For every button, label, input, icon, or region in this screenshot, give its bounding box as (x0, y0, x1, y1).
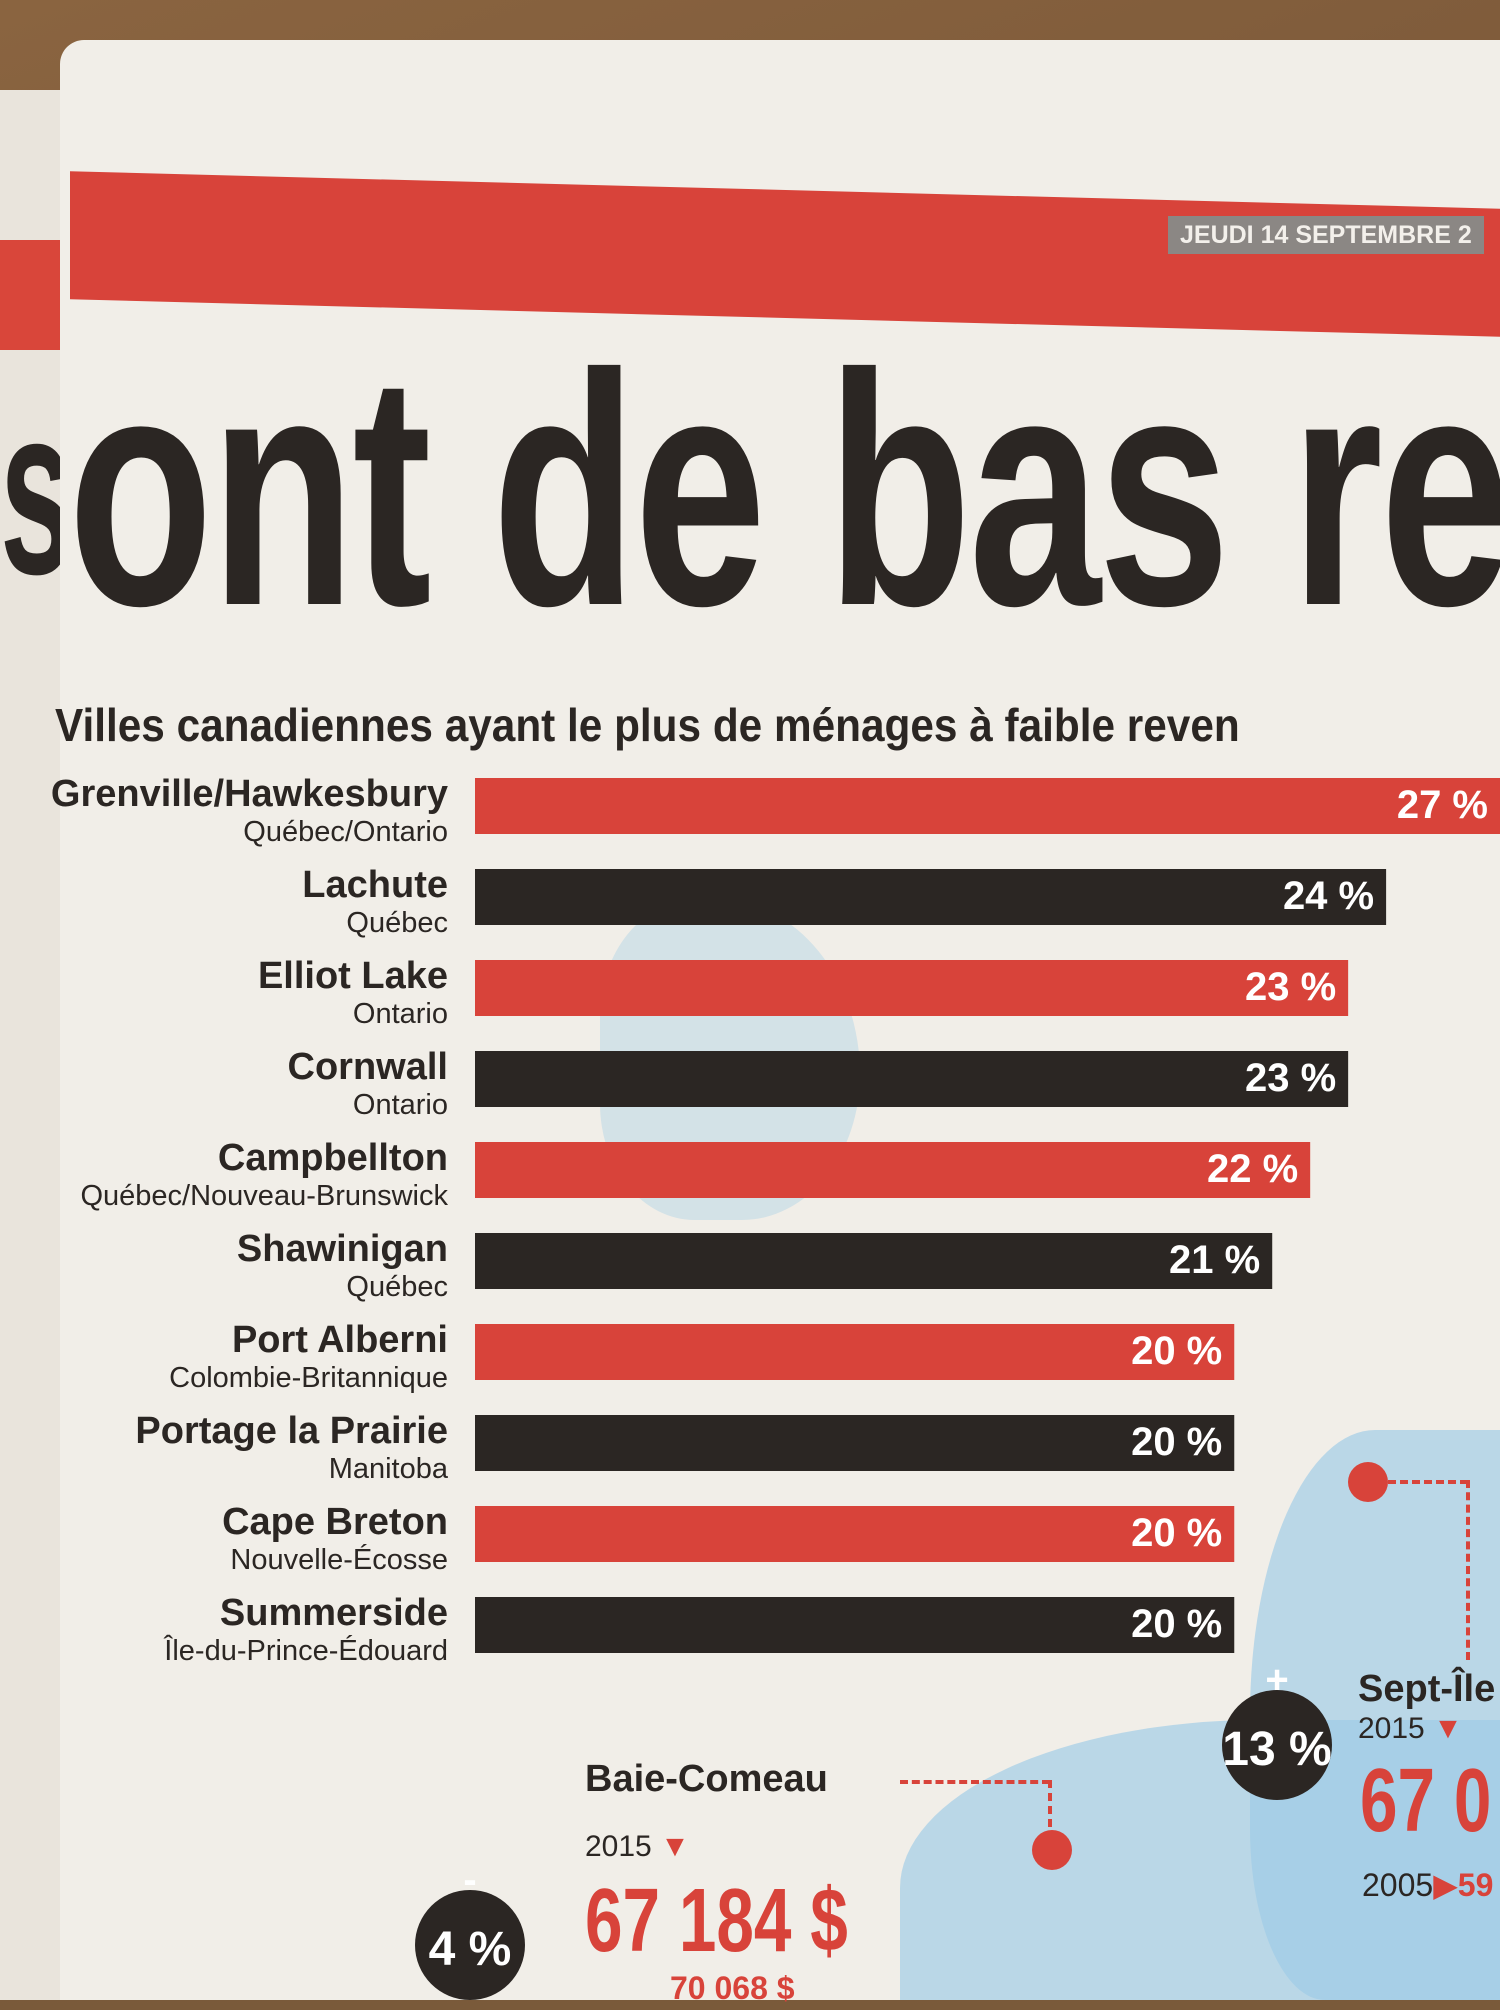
baie-comeau-marker (1032, 1830, 1072, 1870)
province-label: Nouvelle-Écosse (230, 1543, 448, 1576)
bar (475, 1142, 1311, 1198)
category-label: Cape Breton (222, 1501, 448, 1543)
sept-iles-change: 13 % (1222, 1723, 1332, 1776)
baie-comeau-change-sign: - (463, 1858, 477, 1902)
left-page-red-band (0, 240, 70, 350)
sept-iles-change-sign: + (1265, 1658, 1289, 1702)
bar (475, 1597, 1235, 1653)
province-label: Québec (346, 1271, 448, 1303)
category-label: Summerside (220, 1592, 448, 1634)
sept-iles-leader-h (1388, 1480, 1468, 1484)
baie-comeau-city: Baie-Comeau (585, 1758, 828, 1800)
down-triangle-icon: ▼ (660, 1830, 690, 1863)
bar (475, 1506, 1235, 1562)
baie-comeau-leader-h (900, 1780, 1050, 1784)
category-label: Elliot Lake (258, 955, 448, 997)
sept-iles-year: 2015 ▼ (1358, 1712, 1463, 1745)
down-triangle-icon: ▼ (1433, 1712, 1463, 1745)
baie-comeau-value: 67 184 $ (585, 1871, 848, 1971)
sept-iles-city: Sept-Île (1358, 1668, 1496, 1710)
sept-iles-old: 2005▶59 (1362, 1867, 1494, 1903)
bar (475, 1051, 1349, 1107)
bar (475, 778, 1500, 834)
category-label: Cornwall (288, 1046, 448, 1088)
bar-value-label: 27 % (1397, 783, 1488, 827)
province-label: Ontario (353, 1089, 448, 1121)
category-label: Grenville/Hawkesbury (51, 773, 448, 815)
province-label: Québec/Ontario (243, 816, 448, 848)
province-label: Île-du-Prince-Édouard (163, 1634, 448, 1667)
bar-value-label: 22 % (1207, 1147, 1298, 1191)
bar-value-label: 20 % (1131, 1511, 1222, 1555)
province-label: Manitoba (329, 1453, 449, 1485)
province-label: Québec/Nouveau-Brunswick (80, 1180, 448, 1212)
province-label: Ontario (353, 998, 448, 1030)
sept-iles-value: 67 0 (1360, 1751, 1492, 1851)
sept-iles-leader-v (1466, 1480, 1470, 1660)
baie-comeau-change-badge: - 4 % (415, 1860, 525, 2000)
bar-value-label: 23 % (1245, 965, 1336, 1009)
bar (475, 960, 1349, 1016)
province-label: Colombie-Britannique (169, 1362, 448, 1394)
sept-iles-marker (1348, 1462, 1388, 1502)
headline: ont de bas reven (68, 330, 1500, 630)
bar-value-label: 20 % (1131, 1420, 1222, 1464)
bar (475, 1233, 1273, 1289)
bar-value-label: 23 % (1245, 1056, 1336, 1100)
sept-iles-change-badge: + 13 % (1222, 1660, 1332, 1800)
bar-value-label: 21 % (1169, 1238, 1260, 1282)
bar-value-label: 20 % (1131, 1329, 1222, 1373)
bar-value-label: 24 % (1283, 874, 1374, 918)
baie-comeau-old-value: 70 068 $ (670, 1970, 795, 2006)
category-label: Lachute (302, 864, 448, 906)
baie-comeau-year: 2015 ▼ (585, 1830, 690, 1863)
category-label: Portage la Prairie (135, 1410, 448, 1452)
chart-title: Villes canadiennes ayant le plus de ména… (55, 699, 1240, 751)
bar (475, 1415, 1235, 1471)
bar (475, 1324, 1235, 1380)
bar (475, 869, 1387, 925)
baie-comeau-change: 4 % (428, 1923, 512, 1976)
headline-container: ont de bas reven (0, 330, 1500, 630)
category-label: Port Alberni (232, 1319, 448, 1361)
category-label: Campbellton (218, 1137, 448, 1179)
province-label: Québec (346, 907, 448, 939)
baie-comeau-leader-v (1048, 1780, 1052, 1840)
right-triangle-icon: ▶ (1433, 1867, 1458, 1903)
bar-value-label: 20 % (1131, 1602, 1222, 1646)
category-label: Shawinigan (237, 1228, 448, 1270)
date-badge: JEUDI 14 SEPTEMBRE 2 (1168, 216, 1484, 254)
